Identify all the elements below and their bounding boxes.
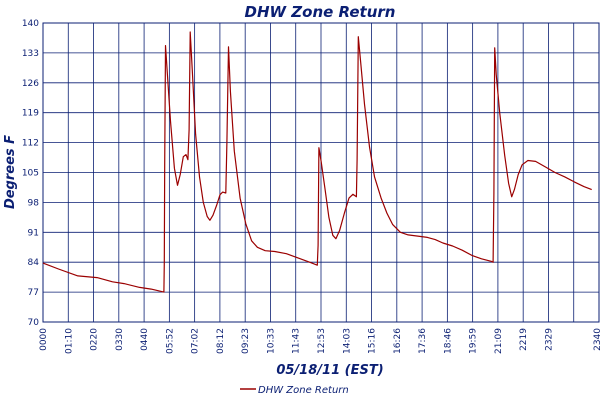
x-tick-label: 09:23 (241, 328, 251, 354)
x-tick-label: 21:09 (494, 328, 504, 354)
plot-frame (42, 22, 600, 323)
x-tick-label: 2340 (593, 328, 600, 351)
legend: DHW Zone Return (240, 385, 349, 396)
y-axis-title: Degrees F (3, 135, 18, 209)
x-tick-label: 17:36 (418, 328, 428, 354)
y-tick-label: 112 (22, 139, 39, 149)
x-tick-label: 08:12 (216, 328, 226, 354)
x-tick-label: 18:46 (443, 328, 453, 354)
x-tick-label: 2329 (544, 328, 554, 351)
y-tick-label: 105 (22, 169, 39, 179)
x-tick-label: 12:53 (317, 328, 327, 354)
x-tick-label: 01:10 (64, 328, 74, 354)
y-tick-label: 98 (28, 198, 40, 208)
y-axis-ticks: 70 77 84 91 98 105 112 119 126 133 140 (22, 19, 39, 328)
x-tick-label: 0000 (39, 328, 49, 351)
series-layer (42, 31, 592, 293)
x-tick-label: 0330 (115, 328, 125, 351)
y-tick-label: 70 (28, 318, 40, 328)
y-tick-label: 77 (28, 288, 39, 298)
x-tick-label: 0220 (90, 328, 100, 351)
x-tick-label: 15:16 (368, 328, 378, 354)
x-tick-label: 19:59 (469, 328, 479, 354)
x-tick-label: 14:03 (342, 328, 352, 354)
x-tick-label: 10:33 (266, 328, 276, 354)
x-axis-title: 05/18/11 (EST) (276, 363, 383, 378)
x-tick-label: 2219 (519, 328, 529, 351)
y-tick-label: 133 (22, 49, 39, 59)
legend-label: DHW Zone Return (258, 385, 349, 396)
y-tick-label: 84 (28, 258, 40, 268)
x-axis-ticks: 0000 01:10 0220 0330 0440 05:52 07:02 08:12 09:2… (39, 328, 600, 354)
x-tick-label: 11:43 (292, 328, 302, 354)
x-tick-label: 05:52 (165, 328, 175, 354)
y-tick-label: 126 (22, 79, 39, 89)
y-tick-label: 140 (22, 19, 39, 29)
y-tick-label: 119 (22, 109, 39, 119)
x-tick-label: 0440 (140, 328, 150, 351)
x-tick-label: 07:02 (191, 328, 201, 354)
x-tick-label: 16:26 (393, 328, 403, 354)
chart-title: DHW Zone Return (245, 3, 396, 21)
y-tick-label: 91 (28, 228, 39, 238)
series-line (42, 31, 592, 293)
